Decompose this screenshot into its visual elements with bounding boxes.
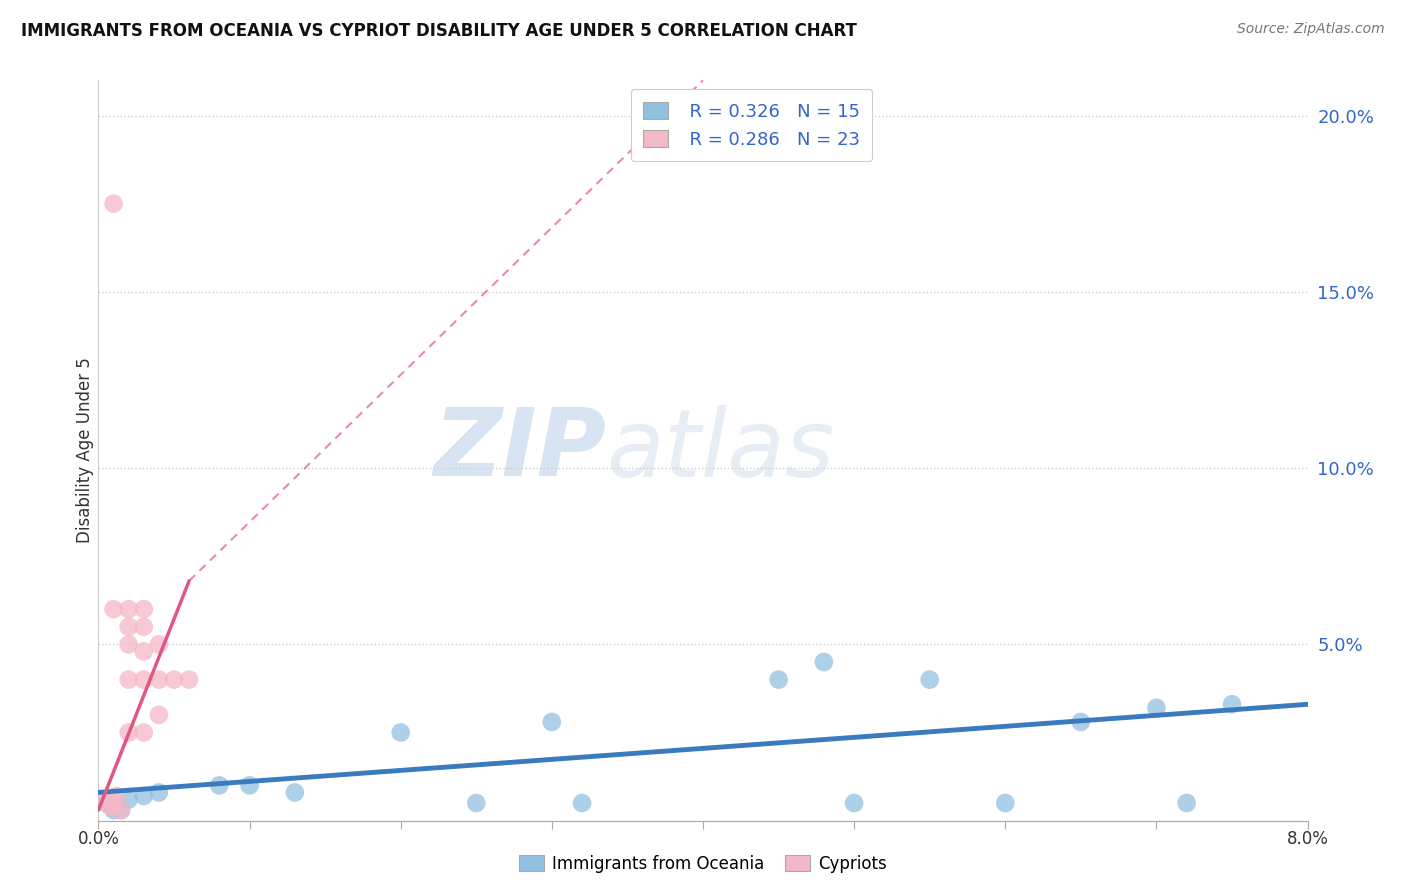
Point [132,602,155,616]
Point [1146,701,1168,715]
Point [148,707,170,722]
Point [1175,796,1198,810]
Point [103,196,125,211]
Point [118,673,141,687]
Point [813,655,835,669]
Point [389,725,412,739]
Point [103,796,125,810]
Point [100,799,122,814]
Point [768,673,790,687]
Point [110,803,132,817]
Point [110,803,132,817]
Point [994,796,1017,810]
Point [132,644,155,658]
Point [132,673,155,687]
Point [103,799,125,814]
Text: 0.0%: 0.0% [77,830,120,848]
Point [118,637,141,651]
Text: Source: ZipAtlas.com: Source: ZipAtlas.com [1237,22,1385,37]
Point [118,602,141,616]
Text: 8.0%: 8.0% [1286,830,1329,848]
Point [208,778,231,792]
Point [844,796,866,810]
Point [103,796,125,810]
Point [284,785,307,799]
Point [132,620,155,634]
Point [1070,714,1092,729]
Point [163,673,186,687]
Point [118,725,141,739]
Point [118,620,141,634]
Point [132,725,155,739]
Point [148,785,170,799]
Text: IMMIGRANTS FROM OCEANIA VS CYPRIOT DISABILITY AGE UNDER 5 CORRELATION CHART: IMMIGRANTS FROM OCEANIA VS CYPRIOT DISAB… [21,22,858,40]
Text: atlas: atlas [606,405,835,496]
Point [239,778,262,792]
Point [148,637,170,651]
Point [465,796,488,810]
Point [118,792,141,806]
Y-axis label: Disability Age Under 5: Disability Age Under 5 [76,358,94,543]
Point [94,796,117,810]
Text: ZIP: ZIP [433,404,606,497]
Point [103,803,125,817]
Point [571,796,593,810]
Point [1220,698,1243,712]
Legend: Immigrants from Oceania, Cypriots: Immigrants from Oceania, Cypriots [513,848,893,880]
Point [179,673,201,687]
Legend:   R = 0.326   N = 15,   R = 0.286   N = 23: R = 0.326 N = 15, R = 0.286 N = 23 [630,89,872,161]
Point [918,673,941,687]
Point [94,792,117,806]
Point [132,789,155,803]
Point [148,673,170,687]
Point [103,602,125,616]
Point [105,789,128,803]
Point [540,714,562,729]
